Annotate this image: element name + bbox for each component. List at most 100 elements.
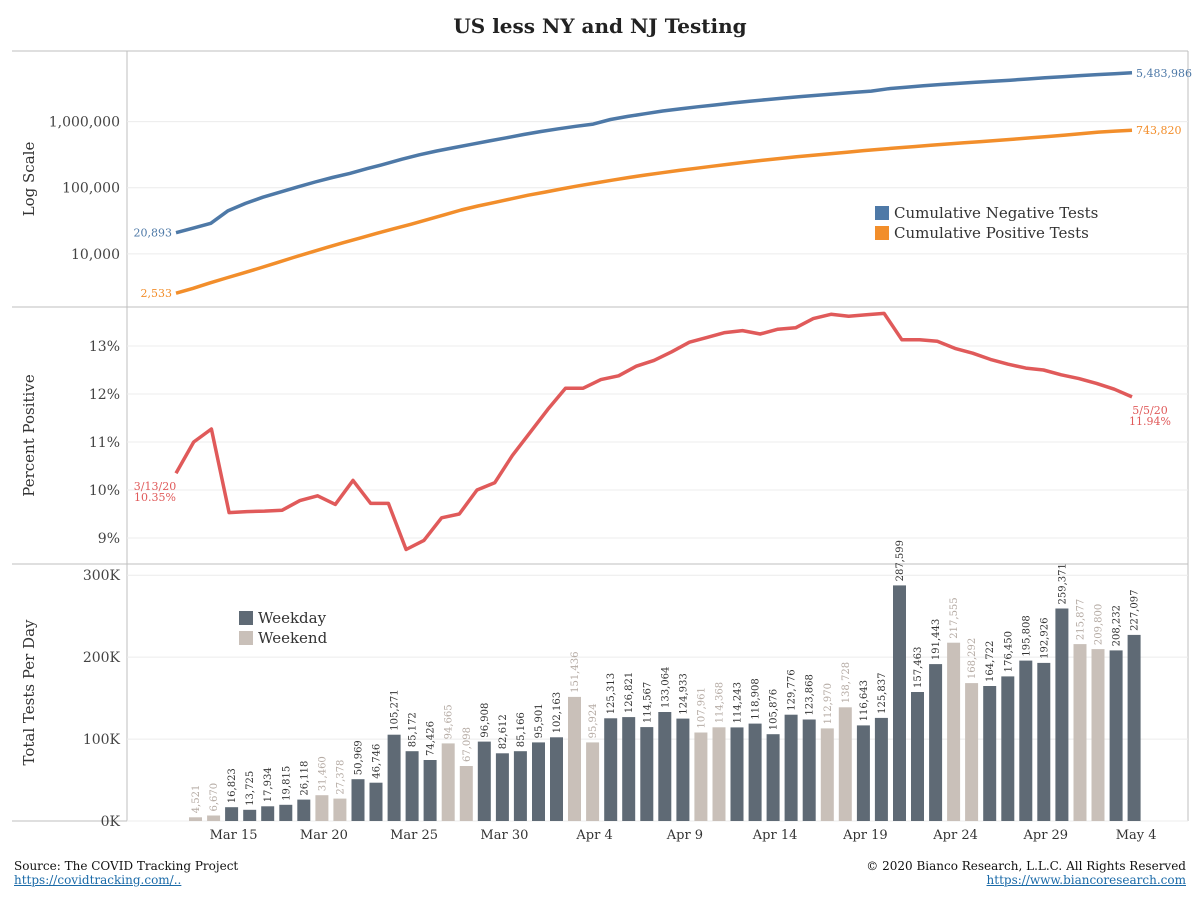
bar-value-label: 95,901 [534, 703, 545, 738]
bar-weekday [1019, 660, 1033, 821]
bar-weekday [532, 742, 545, 821]
x-tick-label: Apr 14 [752, 828, 798, 843]
bar-weekday [766, 734, 780, 821]
negative-tests-line [175, 71, 1133, 235]
bar-weekday [279, 804, 293, 821]
bar-value-label: 107,961 [696, 687, 707, 728]
x-tick-label: Apr 4 [575, 828, 612, 843]
bar-weekend [441, 743, 455, 821]
y-tick-label-tests: 300K [83, 568, 121, 584]
bar-weekday [1001, 676, 1015, 821]
bar-weekday [874, 717, 888, 821]
y-tick-label-percent: 10% [89, 483, 120, 499]
legend-label: Weekend [258, 629, 328, 647]
bar-value-label: 195,808 [1021, 615, 1032, 656]
bar-weekday [676, 718, 690, 821]
bar-value-label: 138,728 [841, 662, 852, 703]
x-tick-label: Apr 9 [666, 828, 703, 843]
source-link[interactable]: https://covidtracking.com/.. [14, 873, 182, 887]
bar-weekday [622, 717, 636, 821]
bar-weekday [261, 806, 275, 821]
legend-swatch [875, 206, 889, 220]
bar-weekday [911, 692, 924, 821]
bar-value-label: 112,970 [823, 683, 834, 724]
bar-value-label: 17,934 [263, 767, 274, 802]
x-tick-label: Apr 19 [842, 828, 888, 843]
bar-value-label: 50,969 [354, 740, 365, 775]
source-label: Source: The COVID Tracking Project [14, 859, 239, 873]
x-tick-label: Apr 29 [1022, 828, 1068, 843]
x-tick-label: Apr 24 [932, 828, 978, 843]
bar-weekend [820, 728, 834, 821]
bar-value-label: 126,821 [624, 672, 635, 713]
legend-label: Cumulative Negative Tests [894, 204, 1098, 222]
bar-value-label: 209,800 [1094, 604, 1105, 645]
legend-label: Weekday [258, 609, 327, 627]
bar-weekend [1091, 649, 1105, 821]
bar-weekday [1055, 608, 1069, 821]
bar-value-label: 129,776 [787, 669, 798, 710]
bar-value-label: 82,612 [498, 714, 509, 749]
y-axis-label-percent: Percent Positive [20, 374, 38, 497]
bar-value-label: 27,378 [335, 760, 346, 795]
bar-value-label: 74,426 [426, 721, 437, 756]
bar-weekday [983, 686, 997, 821]
legend-swatch [239, 611, 253, 625]
bar-value-label: 26,118 [299, 761, 310, 796]
bar-weekday [513, 751, 527, 821]
bar-weekday [297, 799, 311, 821]
legend-swatch [239, 631, 253, 645]
bar-value-label: 124,933 [678, 673, 689, 714]
bar-value-label: 67,098 [462, 727, 473, 762]
percent-start-date-label: 3/13/20 [134, 480, 176, 493]
bar-value-label: 94,665 [444, 704, 455, 739]
percent-end-date-label: 5/5/20 [1132, 404, 1167, 417]
bar-weekday [369, 782, 383, 821]
bar-weekend [694, 732, 708, 821]
legend-label: Cumulative Positive Tests [894, 224, 1089, 242]
bar-weekend [947, 642, 961, 821]
bar-weekday [856, 725, 870, 821]
site-link[interactable]: https://www.biancoresearch.com [986, 873, 1186, 887]
bar-value-label: 95,924 [588, 703, 599, 738]
bar-value-label: 259,371 [1057, 563, 1068, 604]
y-axis-label-tests: Total Tests Per Day [20, 619, 38, 766]
bar-value-label: 114,368 [715, 682, 726, 723]
y-tick-label-tests: 0K [101, 814, 121, 830]
bar-weekday [405, 751, 419, 821]
bar-weekend [459, 766, 473, 821]
bar-weekend [1073, 644, 1087, 821]
bar-value-label: 16,823 [227, 768, 238, 803]
bar-value-label: 6,670 [209, 783, 220, 812]
bar-weekday [1037, 662, 1051, 821]
x-tick-label: Mar 20 [300, 828, 348, 843]
x-tick-label: Mar 15 [210, 828, 258, 843]
x-tick-label: Mar 30 [480, 828, 528, 843]
y-tick-label-tests: 200K [83, 650, 121, 666]
percent-end-value-label: 11.94% [1129, 415, 1171, 428]
bar-weekday [784, 714, 798, 821]
bar-weekend [189, 817, 202, 821]
bar-value-label: 125,837 [877, 673, 888, 714]
bar-weekday [929, 664, 943, 821]
bar-weekday [640, 727, 654, 821]
bar-value-label: 164,722 [985, 641, 996, 682]
bar-value-label: 31,460 [317, 756, 328, 791]
bar-weekend [568, 696, 581, 821]
bar-value-label: 85,172 [408, 712, 419, 747]
y-axis-label-log: Log Scale [20, 142, 38, 217]
bar-weekday [893, 585, 906, 821]
legend-swatch [875, 226, 889, 240]
bar-weekend [965, 683, 979, 821]
bar-weekday [423, 760, 437, 821]
positive-end-label: 743,820 [1136, 124, 1182, 137]
bar-value-label: 96,908 [480, 703, 491, 738]
bar-weekday [243, 809, 257, 821]
bar-weekday [495, 753, 509, 821]
y-tick-label-tests: 100K [83, 732, 121, 748]
bar-value-label: 192,926 [1039, 618, 1050, 659]
bar-value-label: 133,064 [660, 667, 671, 708]
bar-weekday [387, 734, 401, 821]
bar-weekend [207, 815, 221, 821]
